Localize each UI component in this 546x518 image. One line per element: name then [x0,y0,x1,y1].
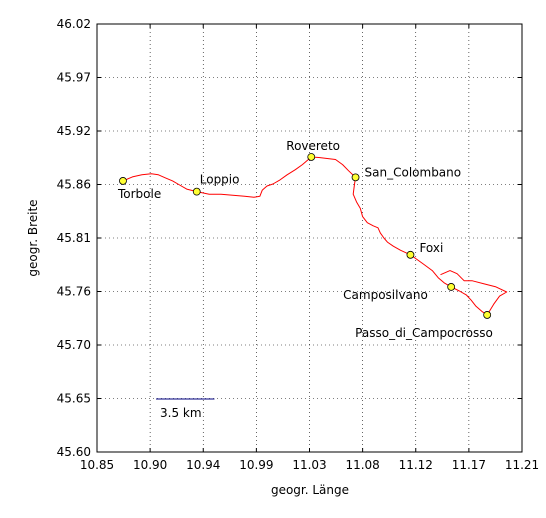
x-tick-label: 10.90 [133,458,167,472]
x-tick-label: 11.08 [345,458,379,472]
place-marker [447,283,456,291]
y-tick-label: 45.86 [57,178,91,192]
place-label: Passo_di_Campocrosso [355,326,493,340]
place-label: Loppio [200,173,240,187]
place-label: Torbole [117,187,161,201]
route-line [122,156,508,316]
x-tick-label: 11.17 [452,458,486,472]
scale-bar-label: 3.5 km [160,406,202,420]
place-label: Foxi [419,241,443,255]
place-marker [483,311,492,319]
place-marker [192,187,201,196]
place-markers: Torbole Loppio Rovereto San_Colombano Foxi Ca… [117,139,493,340]
place-marker [307,153,316,161]
place-label: Camposilvano [343,288,428,302]
place-label: San_Colombano [365,165,462,179]
x-axis-label: geogr. Länge [271,483,349,497]
x-tick-label: 10.94 [186,458,220,472]
place-label: Rovereto [286,139,340,153]
axis-ticks: 10.85 10.90 10.94 10.99 11.03 11.08 11.12 11.17… [57,17,540,472]
x-tick-label: 10.85 [80,458,114,472]
y-axis-label: geogr. Breite [26,199,40,276]
y-tick-label: 45.70 [57,338,91,352]
y-tick-label: 45.65 [57,392,91,406]
route-layer [122,156,508,316]
grid [97,24,522,452]
x-tick-label: 10.99 [239,458,273,472]
y-tick-label: 46.02 [57,17,91,31]
scale-bar: 3.5 km [156,398,215,420]
y-tick-label: 45.76 [57,285,91,299]
place-marker [351,173,360,182]
y-tick-label: 45.60 [57,445,91,459]
y-tick-label: 45.97 [57,71,91,85]
y-tick-label: 45.92 [57,124,91,138]
x-tick-label: 11.21 [505,458,539,472]
x-tick-label: 11.12 [399,458,433,472]
x-tick-label: 11.03 [292,458,326,472]
place-marker [406,250,415,259]
place-marker [119,177,127,185]
y-tick-label: 45.81 [57,231,91,245]
